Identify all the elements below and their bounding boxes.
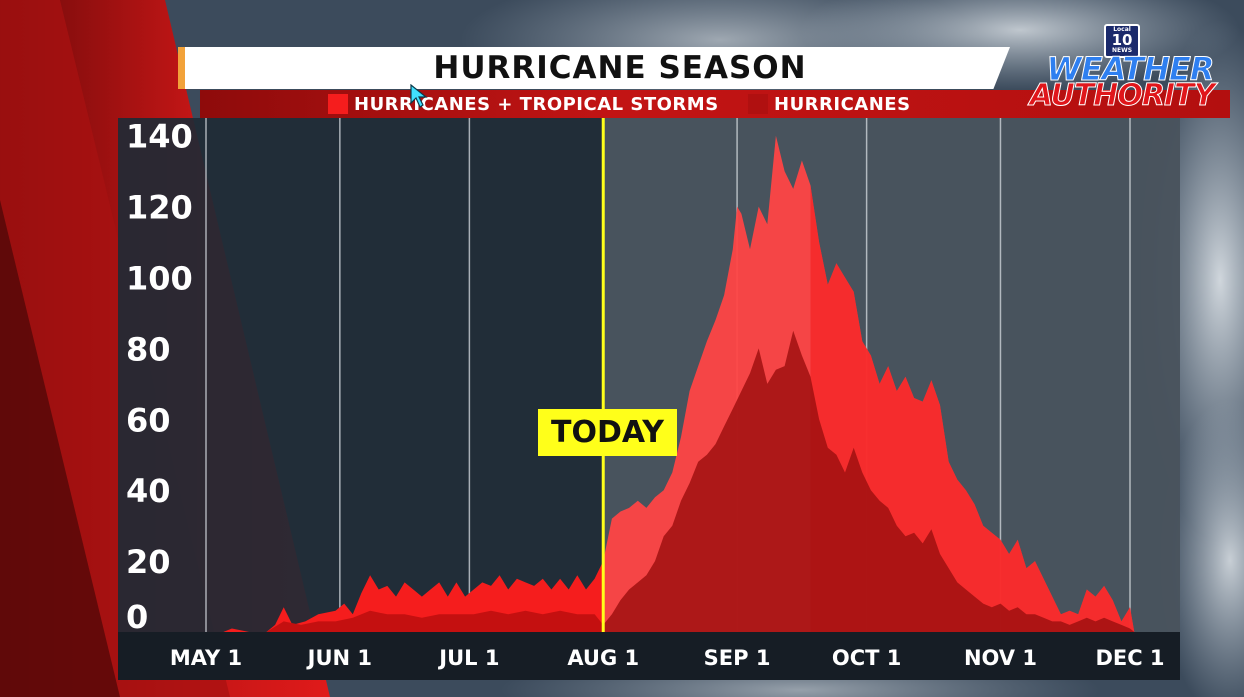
x-tick-label-nov-1: NOV 1: [964, 646, 1037, 670]
x-axis-band: [118, 632, 1180, 680]
x-tick-label-jun-1: JUN 1: [306, 646, 372, 670]
y-tick-label-120: 120: [126, 189, 193, 227]
area-hurricanes-after-today: [603, 330, 1135, 632]
header-banner: [180, 47, 1010, 89]
logo-weather-text: WEATHER: [1046, 50, 1215, 88]
x-tick-label-sep-1: SEP 1: [704, 646, 771, 670]
hurricane-season-chart: 140 120 100 80 60 40 20 0 MAY 1 JUN 1 JUL 1 AUG 1 SE…: [118, 118, 1180, 680]
logo-number: 10: [1111, 31, 1133, 49]
logo-authority-text: AUTHORITY: [1029, 78, 1216, 113]
local10-news-logo: Local 10 NEWS: [1104, 24, 1140, 58]
y-tick-label-40: 40: [126, 472, 171, 510]
logo-news-text: NEWS: [1111, 47, 1133, 54]
mouse-cursor-icon: [410, 84, 428, 108]
x-tick-label-dec-1: DEC 1: [1095, 646, 1164, 670]
x-tick-label-aug-1: AUG 1: [567, 646, 639, 670]
legend-swatch-hurricanes: [748, 94, 768, 114]
x-tick-label-oct-1: OCT 1: [832, 646, 902, 670]
y-tick-label-20: 20: [126, 543, 171, 581]
legend-swatch-total: [328, 94, 348, 114]
legend-label-total: HURRICANES + TROPICAL STORMS: [354, 93, 719, 115]
weather-authority-logo: Local 10 NEWS WEATHER AUTHORITY: [1012, 22, 1232, 117]
today-label: TODAY: [538, 409, 677, 456]
area-hurricanes-before-today: [223, 610, 604, 632]
y-tick-label-100: 100: [126, 260, 193, 298]
legend-item-hurricanes: HURRICANES: [748, 93, 911, 115]
chart-title: HURRICANE SEASON: [433, 50, 807, 86]
legend-item-total: HURRICANES + TROPICAL STORMS: [328, 93, 719, 115]
y-tick-label-0: 0: [126, 598, 148, 636]
legend-label-hurricanes: HURRICANES: [774, 93, 911, 115]
y-tick-label-140: 140: [126, 118, 193, 156]
y-tick-label-80: 80: [126, 330, 171, 368]
y-tick-label-60: 60: [126, 401, 171, 439]
legend-bar: [200, 90, 1230, 118]
x-tick-label-jul-1: JUL 1: [437, 646, 499, 670]
area-total-before-today: [223, 561, 604, 632]
x-tick-label-may-1: MAY 1: [170, 646, 242, 670]
header-accent: [178, 47, 185, 89]
logo-local-text: Local: [1113, 26, 1131, 33]
